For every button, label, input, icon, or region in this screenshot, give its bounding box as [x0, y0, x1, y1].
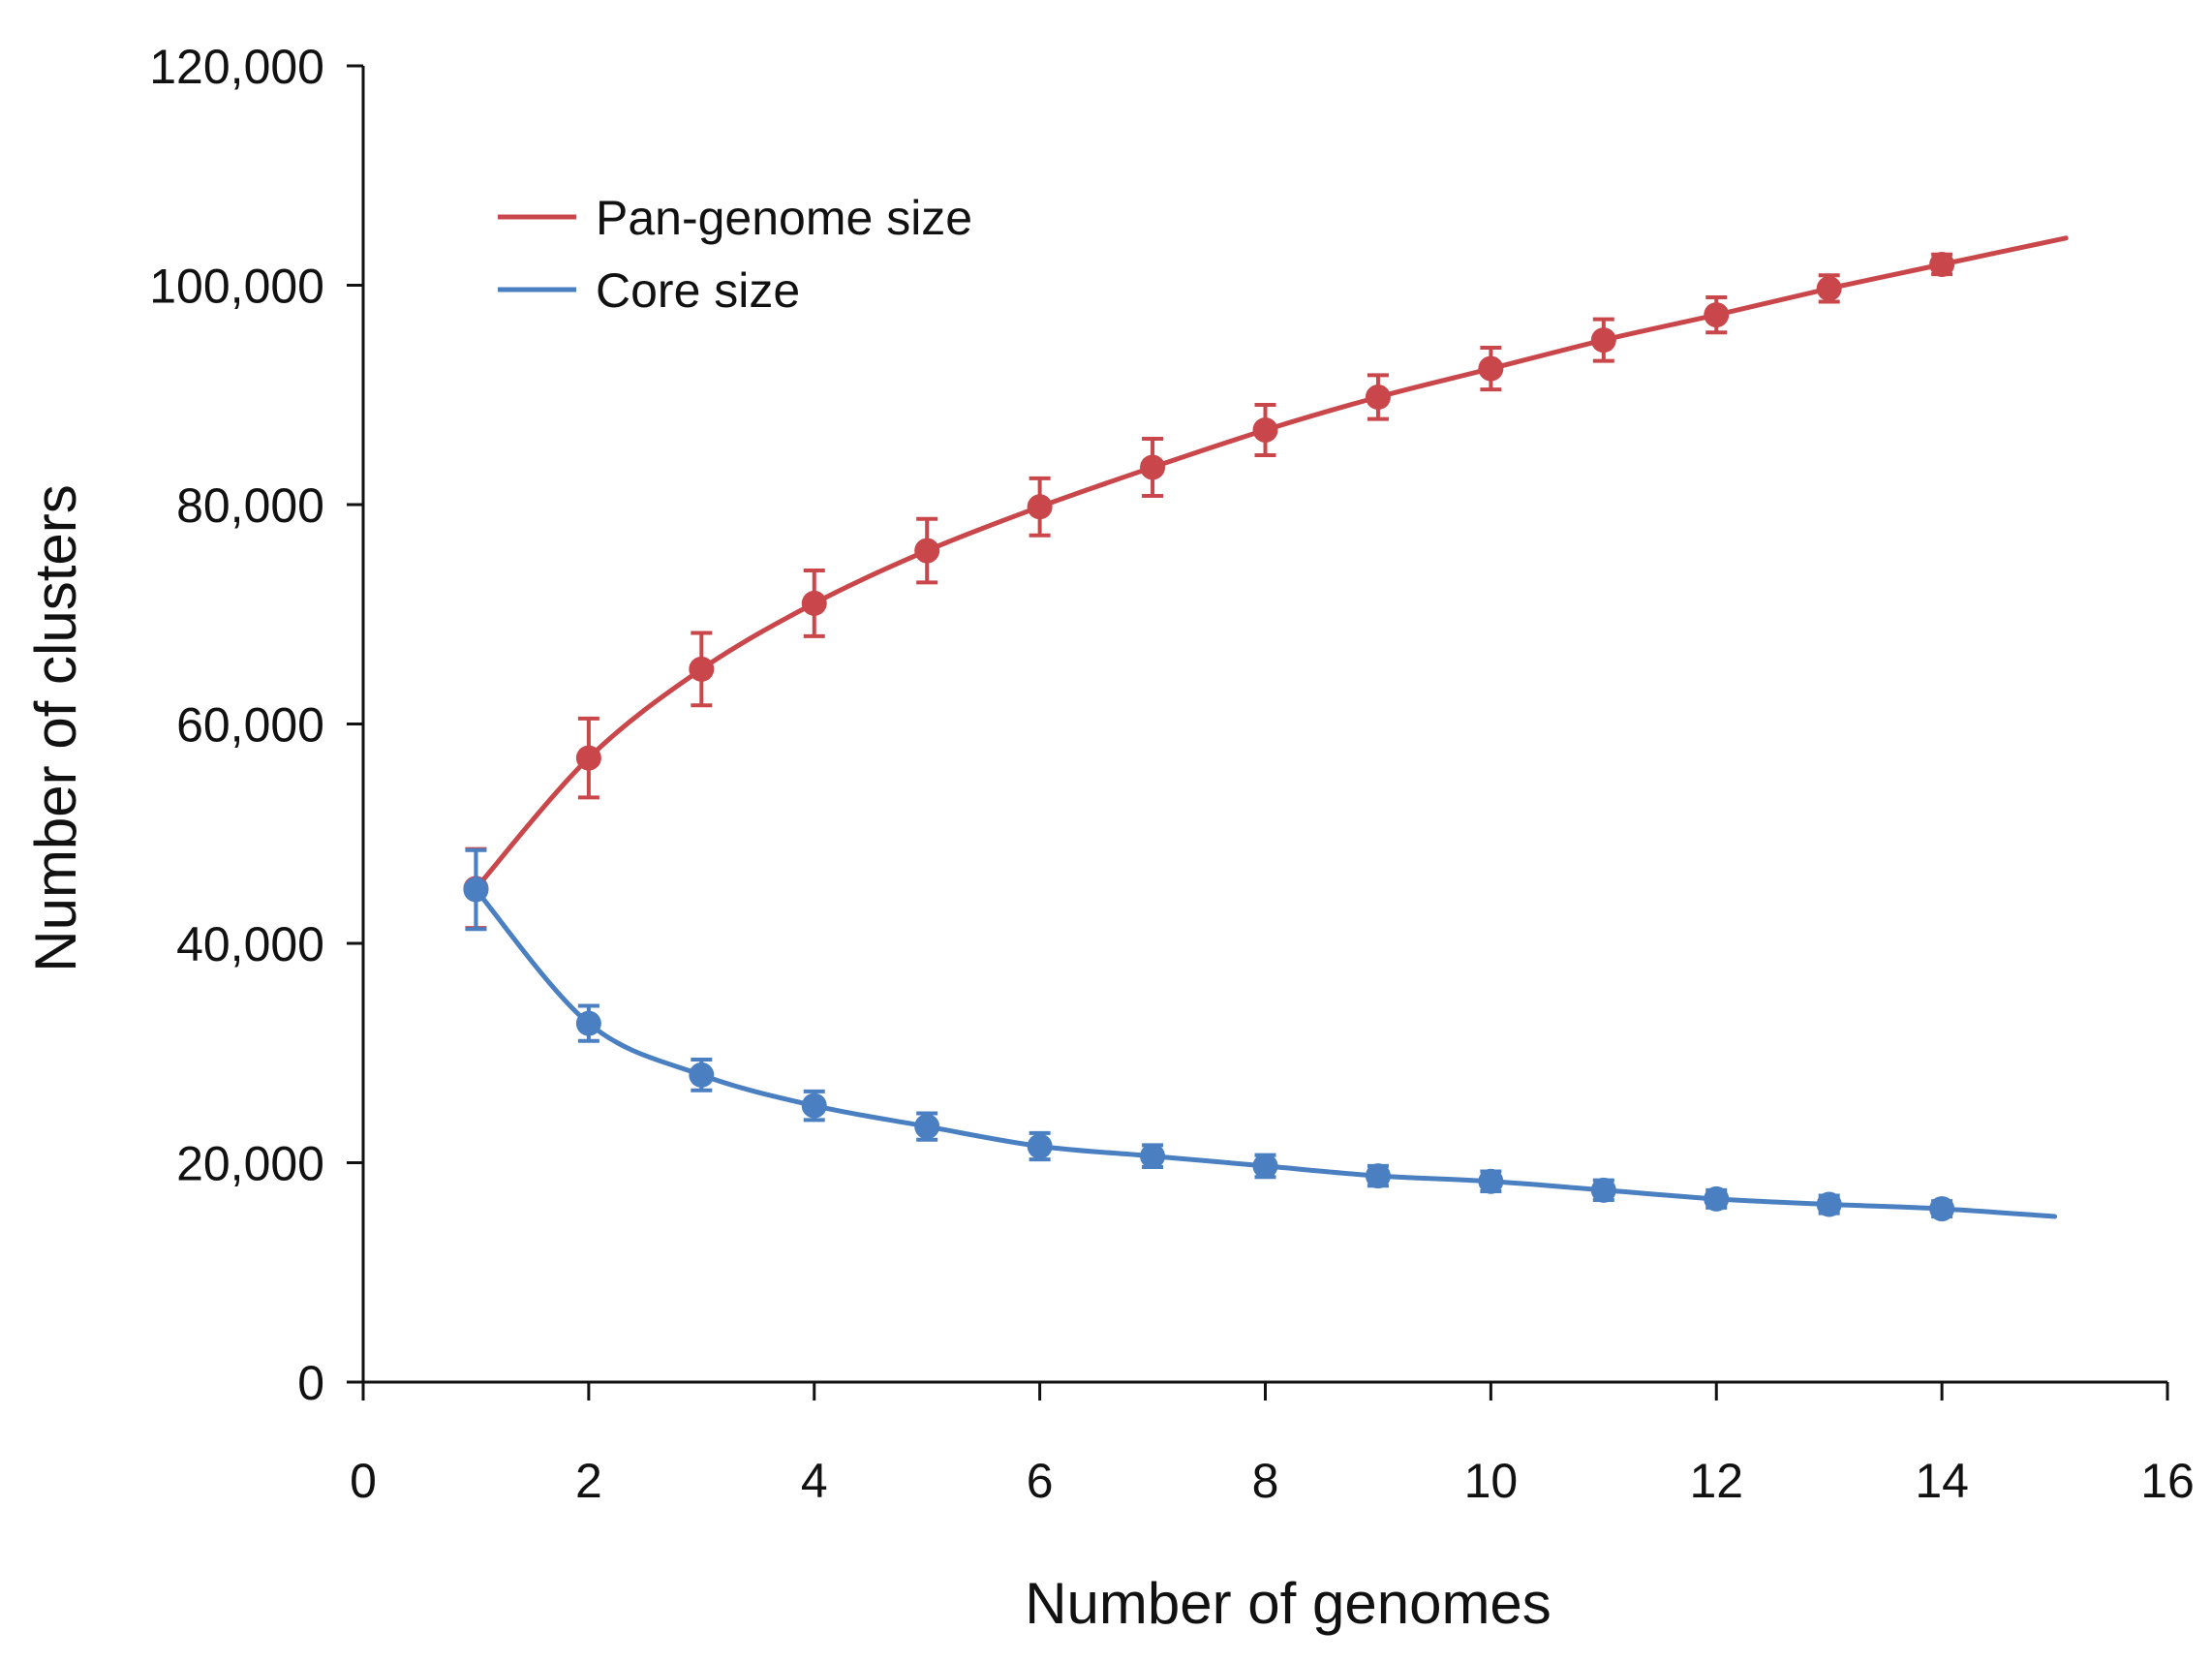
- series-layer: [463, 235, 2069, 1222]
- y-tick-label: 20,000: [176, 1137, 324, 1191]
- series-line-pan-genome: [473, 235, 2069, 891]
- data-point: [1929, 251, 1955, 277]
- data-point: [1027, 1133, 1053, 1159]
- data-point: [1140, 1143, 1166, 1169]
- y-tick-label: 0: [297, 1356, 324, 1410]
- data-point: [1590, 1177, 1616, 1203]
- data-point: [689, 1062, 715, 1088]
- series-core: [463, 847, 2058, 1222]
- x-tick-label: 0: [350, 1454, 377, 1508]
- x-tick-label: 12: [1689, 1454, 1743, 1508]
- legend: Pan-genome size Core size: [498, 191, 972, 318]
- x-ticks: 0 2 4 6 8 10 12 14 16: [350, 1382, 2195, 1508]
- data-point: [575, 1010, 601, 1036]
- x-tick-label: 8: [1252, 1454, 1279, 1508]
- data-point: [1252, 1153, 1278, 1179]
- data-point: [1027, 494, 1053, 520]
- data-point: [1929, 1196, 1955, 1222]
- y-ticks: 0 20,000 40,000 60,000 80,000 100,000 120,000: [149, 40, 363, 1410]
- data-point: [1478, 1168, 1504, 1194]
- x-tick-label: 16: [2140, 1454, 2195, 1508]
- x-axis-label: Number of genomes: [1025, 1571, 1551, 1636]
- series-pan-genome: [463, 235, 2069, 931]
- data-point: [1478, 355, 1504, 382]
- data-point: [1816, 1191, 1842, 1217]
- data-point: [1590, 327, 1616, 354]
- y-tick-label: 40,000: [176, 917, 324, 971]
- data-point: [463, 877, 489, 903]
- x-tick-label: 2: [575, 1454, 602, 1508]
- data-point: [1704, 1185, 1730, 1212]
- data-point: [801, 590, 827, 616]
- x-tick-label: 14: [1915, 1454, 1969, 1508]
- data-point: [914, 538, 940, 564]
- x-tick-label: 6: [1027, 1454, 1054, 1508]
- data-point: [689, 656, 715, 682]
- legend-label-pan-genome: Pan-genome size: [596, 191, 972, 245]
- data-point: [801, 1093, 827, 1119]
- x-tick-label: 10: [1464, 1454, 1519, 1508]
- data-point: [914, 1114, 940, 1140]
- data-point: [1365, 1163, 1391, 1189]
- y-tick-label: 60,000: [176, 698, 324, 753]
- data-point: [1704, 302, 1730, 328]
- y-axis-label: Number of clusters: [23, 484, 88, 972]
- y-tick-label: 120,000: [149, 40, 324, 94]
- data-point: [1816, 275, 1842, 301]
- data-point: [1252, 416, 1278, 443]
- data-point: [575, 745, 601, 771]
- x-tick-label: 4: [801, 1454, 828, 1508]
- y-tick-label: 100,000: [149, 260, 324, 314]
- y-tick-label: 80,000: [176, 478, 324, 533]
- data-point: [1365, 385, 1391, 411]
- data-point: [1140, 454, 1166, 480]
- legend-label-core: Core size: [596, 263, 800, 318]
